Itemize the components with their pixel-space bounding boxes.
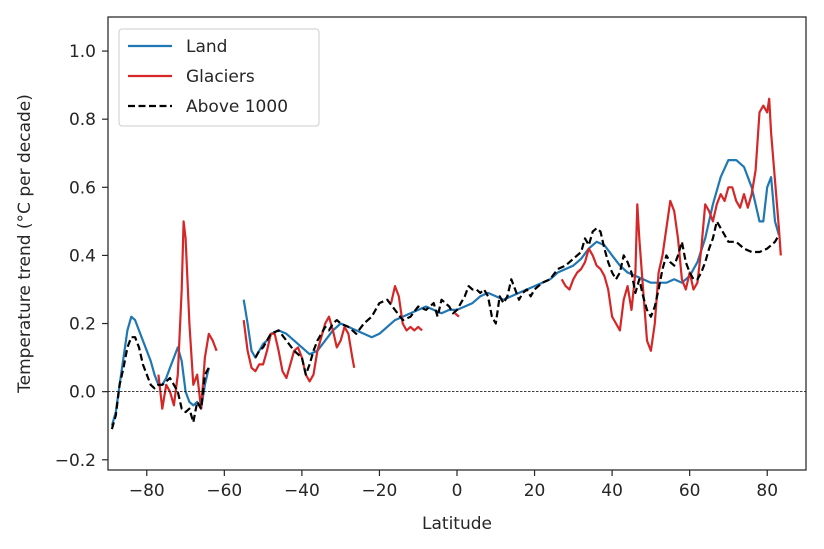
legend-box [118, 28, 320, 127]
x-tick-label: 20 [524, 481, 546, 501]
y-tick-label: 0.4 [69, 246, 96, 266]
x-tick-label: 40 [601, 481, 623, 501]
y-axis-label: Temperature trend (°C per decade) [15, 94, 35, 394]
series-line-glaciers [560, 97, 782, 352]
y-tick-label: 1.0 [69, 42, 96, 62]
x-tick-label: −80 [129, 481, 165, 501]
y-axis-ticks: −0.2 0.0 0.2 0.4 0.6 0.8 1.0 [55, 42, 108, 471]
series-line-above-1000 [110, 336, 210, 430]
x-axis-label: Latitude [422, 514, 492, 534]
x-tick-label: −20 [361, 481, 397, 501]
y-tick-label: −0.2 [55, 451, 96, 471]
series-line-above-1000 [254, 220, 780, 376]
series-line-glaciers [390, 285, 423, 332]
y-tick-label: 0.8 [69, 110, 96, 130]
x-tick-label: 60 [679, 481, 701, 501]
series-line-glaciers [157, 220, 218, 410]
legend-label-land: Land [186, 37, 227, 57]
x-tick-label: 80 [756, 481, 778, 501]
series-line-glaciers [454, 312, 460, 318]
y-tick-label: 0.6 [69, 178, 96, 198]
x-axis-ticks: −80 −60 −40 −20 0 20 40 60 80 [129, 470, 778, 501]
y-tick-label: 0.2 [69, 315, 96, 335]
y-tick-label: 0.0 [69, 383, 96, 403]
x-tick-label: 0 [452, 481, 463, 501]
series-line-glaciers [242, 315, 356, 383]
x-tick-label: −60 [206, 481, 242, 501]
x-tick-label: −40 [284, 481, 320, 501]
series-above-1000 [110, 220, 780, 430]
legend: Land Glaciers Above 1000 [118, 28, 320, 127]
legend-label-glaciers: Glaciers [186, 67, 255, 87]
legend-label-above-1000: Above 1000 [186, 97, 288, 117]
series-layer [110, 97, 782, 430]
series-glaciers [157, 97, 782, 410]
